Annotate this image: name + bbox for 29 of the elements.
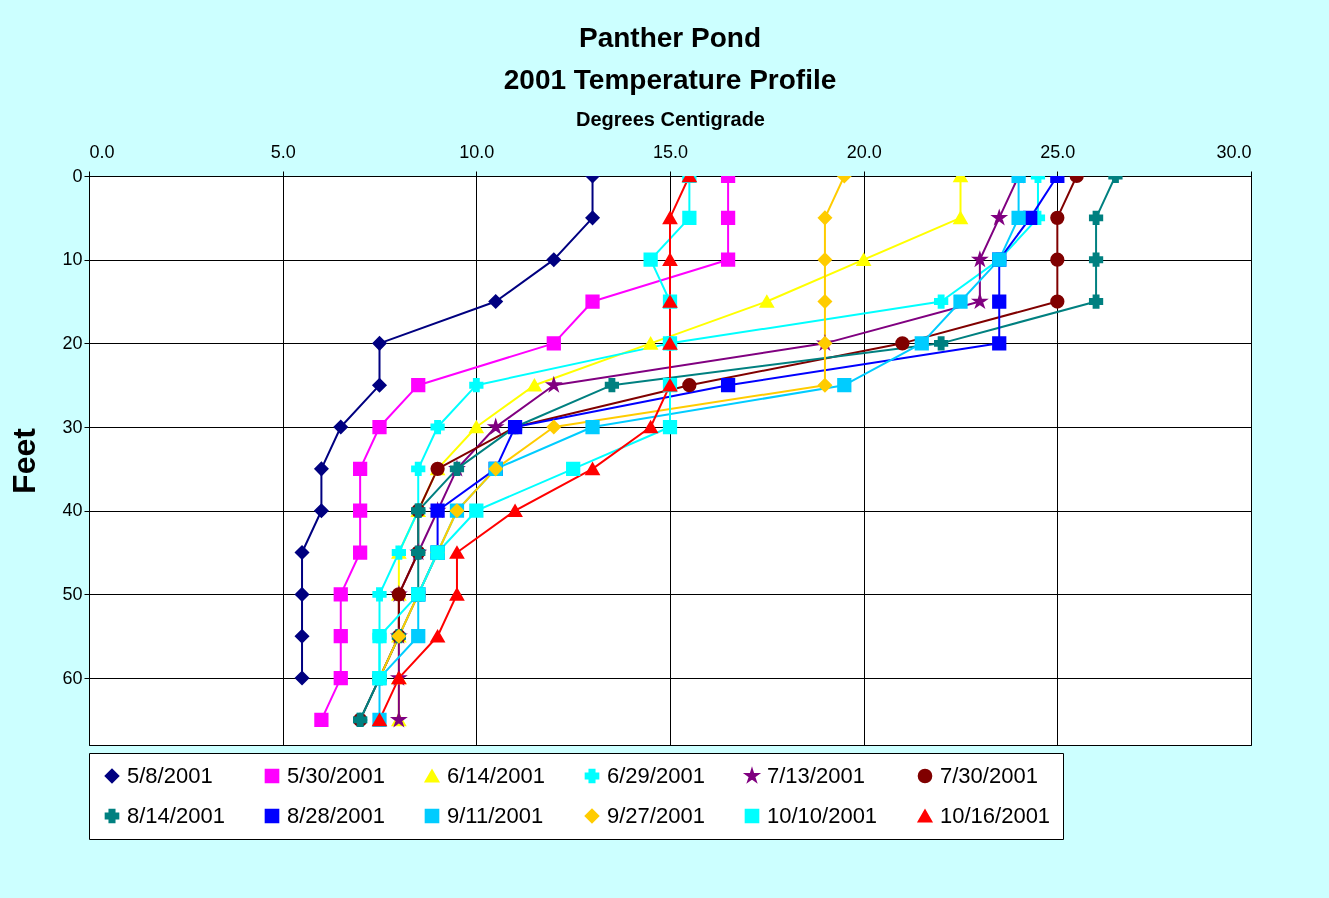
legend-label: 5/8/2001 <box>127 763 213 788</box>
y-axis-title: Feet <box>6 427 43 494</box>
x-tick-label: 30.0 <box>1216 141 1252 162</box>
y-tick-label: 40 <box>62 500 83 521</box>
x-tick-label: 10.0 <box>459 141 495 162</box>
legend-label: 5/30/2001 <box>287 763 385 788</box>
legend-label: 10/10/2001 <box>767 803 878 828</box>
x-tick-label: 15.0 <box>652 141 689 162</box>
legend-label: 7/30/2001 <box>940 763 1038 788</box>
x-tick-label: 5.0 <box>270 141 296 162</box>
y-tick-label: 60 <box>62 667 83 688</box>
x-tick-label: 20.0 <box>846 141 882 162</box>
x-axis-title: Degrees Centigrade <box>576 107 765 130</box>
y-tick-label: 0 <box>72 165 83 186</box>
x-tick-label: 25.0 <box>1040 141 1076 162</box>
legend-label: 7/13/2001 <box>767 763 865 788</box>
chart-title: Panther Pond 2001 Temperature Profile <box>503 22 837 95</box>
legend-label: 6/29/2001 <box>607 763 705 788</box>
y-tick-label: 10 <box>62 249 83 270</box>
legend-label: 8/14/2001 <box>127 803 225 828</box>
legend-label: 9/11/2001 <box>447 803 544 828</box>
y-tick-label: 50 <box>62 583 83 604</box>
y-tick-label: 30 <box>62 416 83 437</box>
legend-label: 6/14/2001 <box>447 763 545 788</box>
legend-label: 9/27/2001 <box>607 803 705 828</box>
y-tick-label: 20 <box>62 332 83 353</box>
x-tick-label: 0.0 <box>89 141 115 162</box>
legend-label: 8/28/2001 <box>287 803 385 828</box>
legend-label: 10/16/2001 <box>940 803 1051 828</box>
